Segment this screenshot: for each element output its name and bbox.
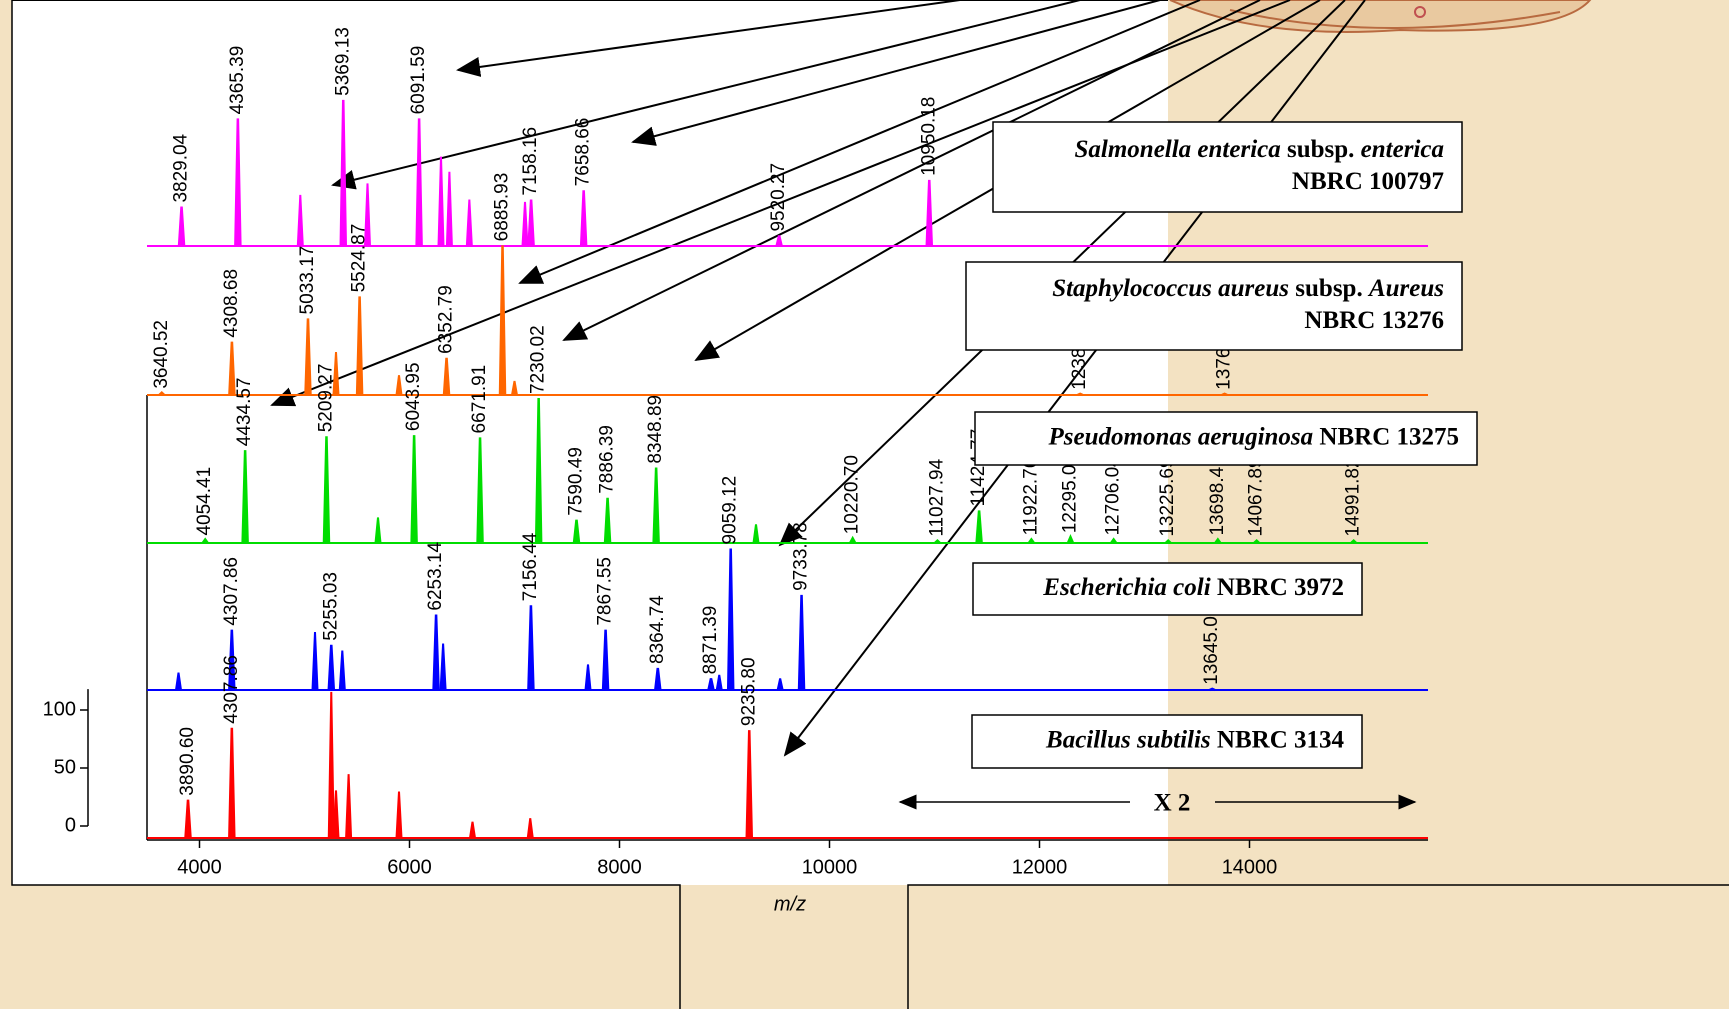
- peak-label: 6253.14: [425, 541, 446, 610]
- legend-text: Staphylococcus aureus: [1052, 275, 1289, 302]
- legend-text: NBRC 13276: [1304, 307, 1444, 334]
- peak: [1029, 540, 1034, 543]
- x-tick-label: 14000: [1222, 856, 1278, 878]
- peak-label: 9059.12: [720, 476, 741, 545]
- peak: [203, 540, 208, 543]
- peak: [850, 538, 855, 543]
- peak-label: 5524.87: [349, 224, 370, 293]
- peak: [935, 541, 940, 543]
- y-tick-label: 100: [43, 698, 76, 720]
- peak-label: 3890.60: [177, 727, 198, 796]
- peak: [1222, 394, 1227, 395]
- peak-label: 11922.76: [1020, 458, 1041, 536]
- peak-label: 13645.06: [1201, 606, 1222, 685]
- peak-label: 5033.17: [297, 246, 318, 315]
- peak-label: 4434.57: [234, 378, 255, 447]
- peak-label: 7158.16: [520, 127, 541, 196]
- peak-label: 6352.79: [436, 285, 457, 354]
- legend-text: NBRC 3972: [1211, 574, 1344, 601]
- page: {"chart_data": {"type": "spectra", "xlab…: [0, 0, 1729, 1009]
- peak-label: 3640.52: [151, 320, 172, 389]
- peak: [1166, 541, 1171, 543]
- illustration: [1170, 0, 1590, 32]
- x-tick-label: 12000: [1012, 856, 1068, 878]
- peak-label: 6671.91: [469, 365, 490, 434]
- peak-label: 9733.78: [791, 522, 812, 591]
- legend-entry: NBRC 13276: [1304, 307, 1444, 334]
- peak-label: 4307.86: [221, 557, 242, 626]
- legend-text: enterica: [1361, 136, 1444, 163]
- peak-label: 7886.39: [597, 425, 618, 494]
- legend-entry: Escherichia coli NBRC 3972: [1042, 574, 1344, 601]
- y-tick-label: 50: [54, 756, 76, 778]
- frame: [908, 885, 1729, 1009]
- peak-label: 4054.41: [194, 467, 215, 536]
- peak-label: 9520.27: [768, 163, 789, 232]
- peak-label: 8348.89: [645, 395, 666, 464]
- peak-label: 4365.39: [227, 46, 248, 115]
- x-tick-label: 4000: [177, 856, 222, 878]
- peak: [1215, 540, 1220, 543]
- peak: [1210, 689, 1215, 690]
- peak-label: 14067.89: [1246, 457, 1267, 536]
- peak-label: 6885.93: [492, 173, 513, 242]
- legend-entry: Bacillus subtilis NBRC 3134: [1045, 726, 1344, 753]
- x-tick-label: 10000: [802, 856, 858, 878]
- peak: [1078, 394, 1083, 395]
- chart: m/z X 2 4000 6000 8000 10000 12000 14000 0 50 10…: [0, 0, 1729, 1009]
- peak-label: 4307.86: [221, 655, 242, 724]
- peak-label: 8871.39: [700, 606, 721, 675]
- legend-text: Aureus: [1367, 275, 1444, 302]
- peak: [1111, 540, 1116, 543]
- legend-text: NBRC 3134: [1211, 726, 1345, 753]
- peak-label: 7867.55: [595, 557, 616, 626]
- peak-label: 6091.59: [408, 46, 429, 115]
- peak: [159, 393, 164, 395]
- legend-text: Escherichia coli: [1042, 574, 1210, 601]
- peak-label: 12295.03: [1059, 454, 1080, 533]
- legend-text: Bacillus subtilis: [1045, 726, 1211, 753]
- peak-label: 5255.03: [320, 572, 341, 641]
- peak-label: 13225.69: [1157, 457, 1178, 536]
- x-tick-label: 6000: [387, 856, 432, 878]
- peak: [1351, 541, 1356, 543]
- peak-label: 14991.82: [1343, 457, 1364, 536]
- peak-label: 13698.41: [1207, 456, 1228, 535]
- peak-label: 5369.13: [332, 27, 353, 96]
- annotation: X 2: [1154, 790, 1191, 817]
- legend-entry: Pseudomonas aeruginosa NBRC 13275: [1048, 423, 1459, 450]
- peak-label: 4308.68: [221, 269, 242, 338]
- legend-text: Salmonella enterica: [1075, 136, 1281, 163]
- legend-entry: Salmonella enterica subsp. enterica: [1075, 136, 1445, 163]
- peak-label: 6043.95: [403, 362, 424, 431]
- peak-label: 10950.18: [918, 97, 939, 176]
- peak-label: 7230.02: [528, 325, 549, 394]
- y-tick-label: 0: [65, 814, 76, 836]
- peak-label: 9235.80: [738, 657, 759, 726]
- peak: [1254, 541, 1259, 543]
- peak-label: 5209.27: [315, 364, 336, 433]
- peak-label: 7590.49: [566, 447, 587, 516]
- legend-text: Pseudomonas aeruginosa: [1048, 423, 1314, 450]
- peak-label: 10220.70: [842, 455, 863, 534]
- x-tick-label: 8000: [597, 856, 642, 878]
- legend-text: subsp.: [1281, 136, 1361, 163]
- legend-text: NBRC 13275: [1313, 423, 1459, 450]
- peak-label: 12706.04: [1103, 456, 1124, 536]
- peak-label: 7658.66: [573, 118, 594, 187]
- peak-label: 7156.44: [520, 532, 541, 601]
- legend-text: subsp.: [1289, 275, 1369, 302]
- x-axis-title: m/z: [774, 893, 806, 915]
- legend-entry: Staphylococcus aureus subsp. Aureus: [1052, 275, 1444, 302]
- legend-text: NBRC 100797: [1292, 168, 1444, 195]
- peak-label: 11027.94: [926, 458, 947, 536]
- peak-label: 3829.04: [171, 133, 192, 202]
- legend-entry: NBRC 100797: [1292, 168, 1444, 195]
- peak-label: 8364.74: [647, 595, 668, 664]
